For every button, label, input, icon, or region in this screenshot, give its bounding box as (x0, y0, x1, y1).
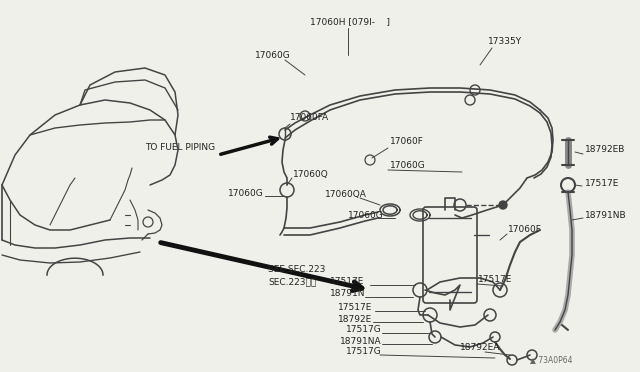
Text: 17060G: 17060G (390, 160, 426, 170)
Text: TO FUEL PIPING: TO FUEL PIPING (145, 144, 215, 153)
Text: ▲ 73A0P64: ▲ 73A0P64 (530, 356, 573, 365)
Text: 17060FA: 17060FA (290, 113, 329, 122)
Text: 17060QA: 17060QA (325, 190, 367, 199)
Text: 17517E: 17517E (330, 278, 364, 286)
Text: 17335Y: 17335Y (488, 38, 522, 46)
Text: 17517G: 17517G (346, 347, 381, 356)
Text: 17060G: 17060G (348, 211, 384, 219)
Text: 17060Q: 17060Q (293, 170, 329, 180)
Text: 17060F: 17060F (390, 138, 424, 147)
Text: 18792EA: 18792EA (460, 343, 500, 353)
Text: SEE SEC.223: SEE SEC.223 (268, 266, 325, 275)
Text: 17517E: 17517E (338, 304, 372, 312)
Text: SEC.223参照: SEC.223参照 (268, 278, 316, 286)
Text: 17060G: 17060G (228, 189, 264, 198)
Text: 17517E: 17517E (478, 276, 513, 285)
Text: 17060H [079l-    ]: 17060H [079l- ] (310, 17, 390, 26)
Text: 17517G: 17517G (346, 326, 381, 334)
Text: 17517E: 17517E (585, 180, 620, 189)
Text: 18791NB: 18791NB (585, 211, 627, 219)
Text: 17060F: 17060F (508, 225, 542, 234)
Text: 18791N: 18791N (330, 289, 365, 298)
Text: 17060G: 17060G (255, 51, 291, 60)
Text: 18792EB: 18792EB (585, 145, 625, 154)
Circle shape (499, 201, 507, 209)
Text: 18791NA: 18791NA (340, 337, 381, 346)
Text: 18792E: 18792E (338, 314, 372, 324)
